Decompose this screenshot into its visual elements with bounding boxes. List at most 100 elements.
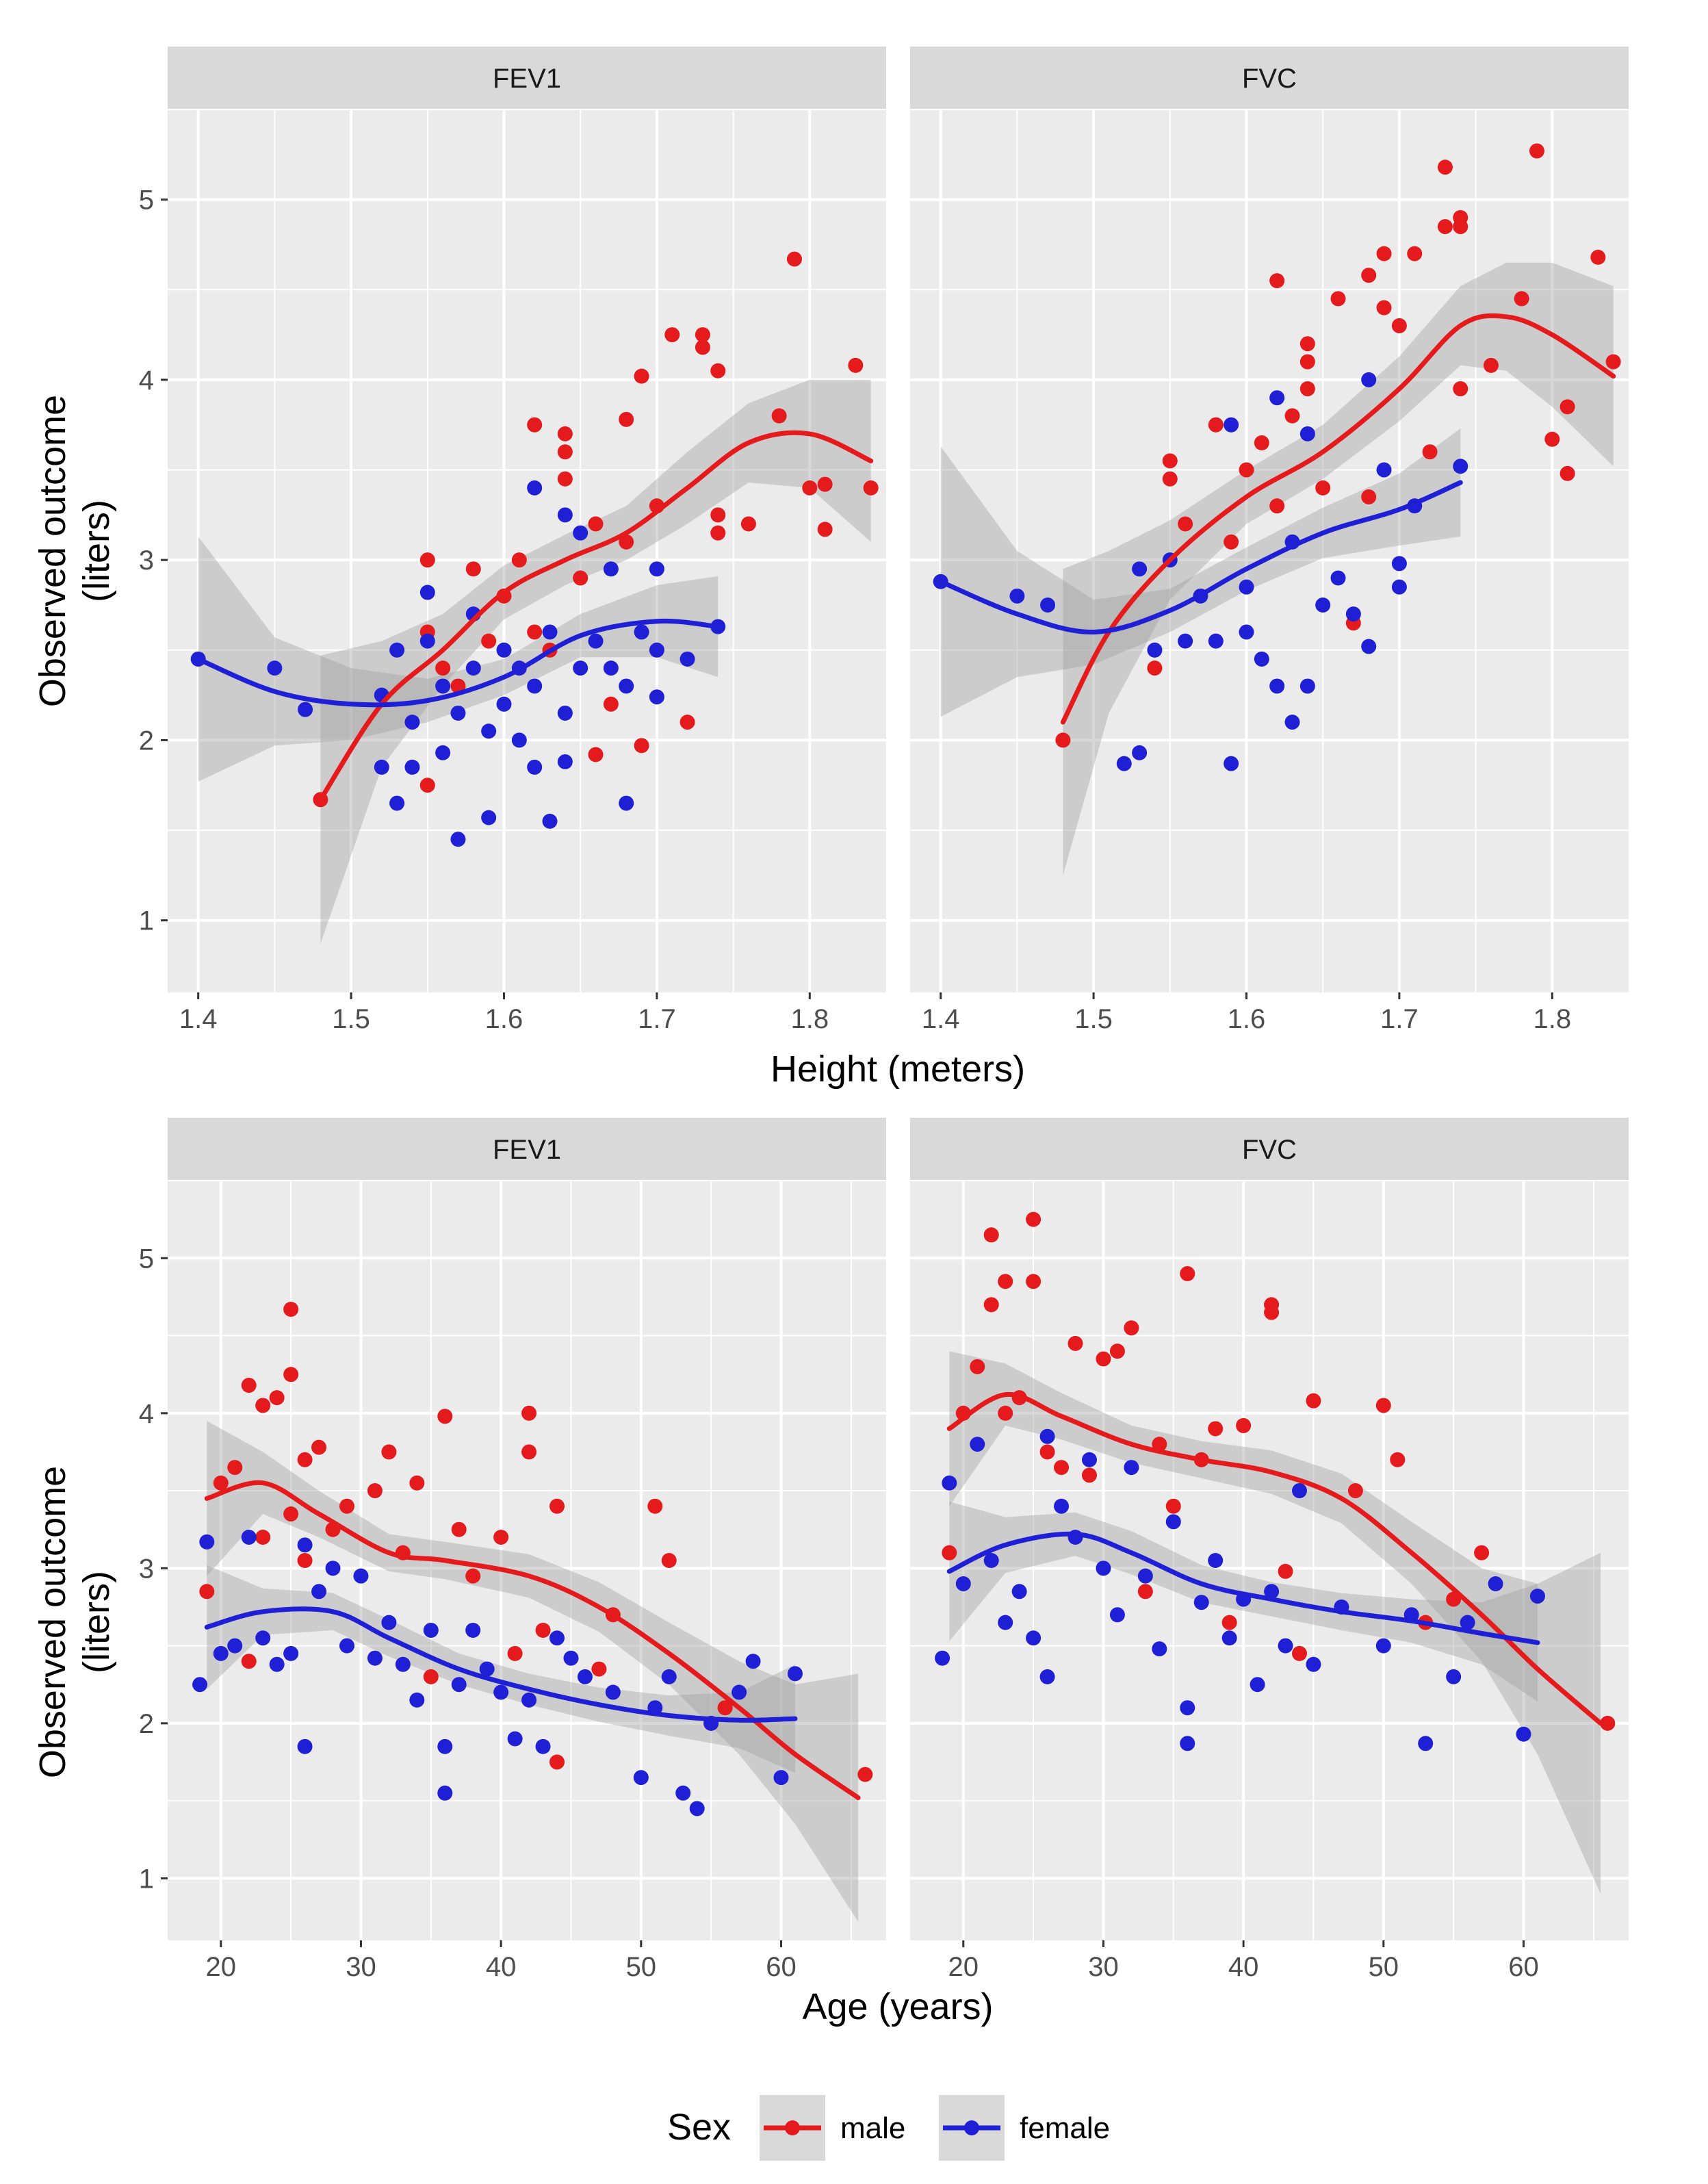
panel-1: FEV1 1.4 1.5 1.6 1.7 1.8 1 2 3 4 5 bbox=[139, 47, 886, 1034]
female-point bbox=[389, 795, 405, 811]
x-tick-label: 1.4 bbox=[179, 1004, 218, 1034]
male-point bbox=[311, 1439, 327, 1455]
male-point bbox=[1278, 1563, 1293, 1579]
male-point bbox=[241, 1654, 257, 1669]
male-point bbox=[423, 1669, 439, 1684]
female-point bbox=[227, 1638, 243, 1654]
male-point bbox=[557, 444, 573, 460]
female-point bbox=[1132, 561, 1148, 577]
female-point bbox=[633, 1770, 649, 1786]
panel-strip bbox=[910, 1118, 1629, 1181]
female-point bbox=[1208, 633, 1224, 649]
female-point bbox=[1330, 570, 1346, 586]
male-point bbox=[241, 1378, 257, 1393]
male-point bbox=[1109, 1344, 1125, 1359]
female-smooth-line bbox=[204, 1606, 798, 1723]
female-point bbox=[1147, 642, 1163, 658]
male-point bbox=[1152, 1437, 1167, 1452]
gridlines bbox=[910, 1180, 1629, 1940]
female-point bbox=[507, 1731, 523, 1747]
female-point bbox=[1224, 417, 1239, 433]
panel-4: FVC 20 30 40 50 60 bbox=[910, 1118, 1629, 1982]
x-tick-label: 1.5 bbox=[332, 1004, 370, 1034]
female-point bbox=[605, 1684, 621, 1700]
female-point bbox=[1516, 1726, 1531, 1742]
female-point bbox=[1361, 372, 1377, 387]
y-tick-label: 4 bbox=[139, 1399, 154, 1429]
female-point bbox=[675, 1785, 691, 1801]
x-tick-label: 30 bbox=[346, 1952, 376, 1982]
male-point bbox=[661, 1553, 677, 1568]
male-point bbox=[619, 534, 634, 550]
bottom-y-axis-title-line1: Observed outcome bbox=[32, 1466, 73, 1778]
male-point bbox=[740, 516, 756, 532]
top-x-axis-title: Height (meters) bbox=[771, 1049, 1025, 1090]
male-point bbox=[557, 426, 573, 441]
plot-area bbox=[933, 143, 1621, 875]
female-point bbox=[493, 1684, 509, 1700]
male-points bbox=[1055, 143, 1621, 748]
male-smooth-line bbox=[204, 1480, 861, 1801]
male-point bbox=[1162, 471, 1178, 487]
female-point bbox=[527, 480, 543, 496]
female-point bbox=[496, 642, 512, 658]
male-point bbox=[269, 1390, 285, 1406]
female-point bbox=[732, 1684, 747, 1700]
female-point bbox=[1137, 1568, 1153, 1584]
male-point bbox=[1453, 219, 1468, 235]
male-point bbox=[1224, 534, 1239, 550]
male-point bbox=[1299, 354, 1315, 370]
female-point bbox=[573, 525, 588, 541]
male-point bbox=[1208, 417, 1224, 433]
male-points bbox=[199, 1302, 873, 1782]
male-point bbox=[297, 1553, 313, 1568]
female-point bbox=[1208, 1553, 1224, 1568]
female-point bbox=[942, 1475, 957, 1491]
female-points bbox=[192, 1530, 803, 1816]
female-point bbox=[527, 759, 543, 775]
y-tick-label: 3 bbox=[139, 545, 154, 576]
y-tick-label: 2 bbox=[139, 1709, 154, 1739]
legend-label-male: male bbox=[840, 2111, 905, 2145]
male-point bbox=[409, 1475, 425, 1491]
female-point bbox=[661, 1669, 677, 1684]
male-point bbox=[1600, 1715, 1616, 1731]
male-point bbox=[619, 411, 634, 427]
female-point bbox=[1278, 1638, 1293, 1654]
y-tick-label: 5 bbox=[139, 1244, 154, 1274]
male-point bbox=[717, 1700, 733, 1716]
female-point bbox=[1284, 715, 1300, 730]
female-point bbox=[1178, 633, 1193, 649]
male-point bbox=[634, 368, 649, 384]
male-point bbox=[435, 660, 451, 676]
y-tick-label: 4 bbox=[139, 365, 154, 396]
male-point bbox=[437, 1409, 453, 1424]
female-point bbox=[680, 651, 695, 667]
female-confidence-band bbox=[198, 536, 719, 782]
male-point bbox=[634, 738, 649, 754]
female-point bbox=[451, 1677, 467, 1693]
male-point bbox=[419, 778, 435, 793]
panel-3: FEV1 20 30 40 50 60 1 2 3 4 5 bbox=[139, 1118, 886, 1982]
female-point bbox=[298, 702, 313, 717]
male-point bbox=[1544, 431, 1560, 447]
female-point bbox=[1376, 462, 1392, 478]
x-tick-label: 1.6 bbox=[1228, 1004, 1266, 1034]
male-point bbox=[1376, 246, 1392, 261]
female-point bbox=[998, 1615, 1013, 1630]
male-point bbox=[1178, 516, 1193, 532]
male-point bbox=[451, 1521, 467, 1537]
male-point bbox=[1315, 480, 1331, 496]
male-point bbox=[549, 1498, 565, 1514]
male-point bbox=[1292, 1645, 1308, 1661]
male-point bbox=[1391, 318, 1407, 333]
male-point bbox=[680, 715, 695, 730]
female-point bbox=[603, 660, 619, 676]
panel-strip-label: FVC bbox=[1242, 1135, 1297, 1165]
female-point bbox=[1124, 1460, 1139, 1476]
female-point bbox=[619, 795, 634, 811]
female-point bbox=[311, 1584, 327, 1600]
female-point bbox=[1009, 588, 1025, 604]
female-point bbox=[563, 1650, 579, 1666]
female-point bbox=[450, 705, 466, 721]
